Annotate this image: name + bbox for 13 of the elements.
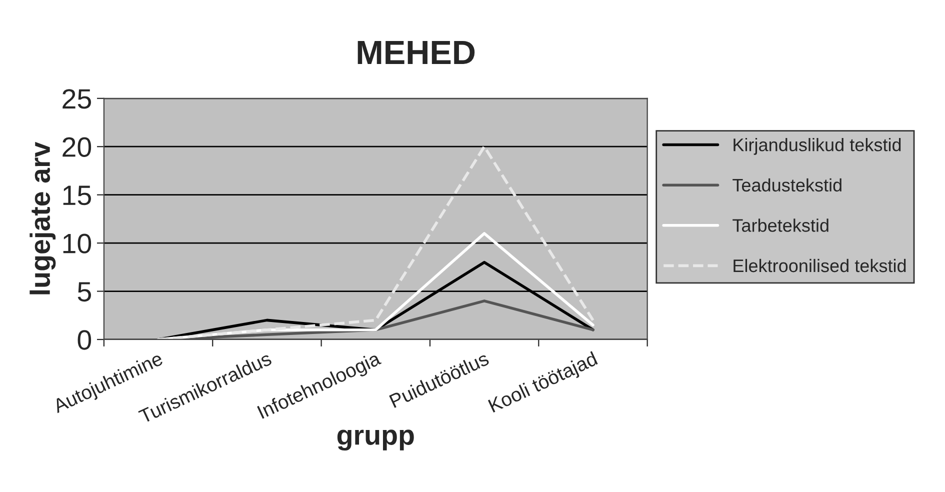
y-tick-label: 20	[62, 137, 92, 157]
y-tick-label: 5	[78, 282, 91, 302]
x-axis-title: grupp	[337, 430, 414, 451]
y-tick-label: 10	[63, 234, 92, 254]
y-axis-title: lugejate arv	[30, 142, 56, 294]
legend-label: Kirjanduslikud tekstid	[734, 138, 901, 155]
legend-label: Teadustekstid	[732, 178, 842, 192]
y-tick-label: 15	[63, 186, 91, 206]
chart-title: MEHED	[358, 41, 475, 64]
y-tick-label: 25	[62, 89, 91, 109]
legend-label: Tarbetekstid	[732, 218, 828, 232]
y-tick-label: 0	[78, 330, 92, 350]
legend-label: Elektroonilised tekstid	[734, 258, 906, 272]
